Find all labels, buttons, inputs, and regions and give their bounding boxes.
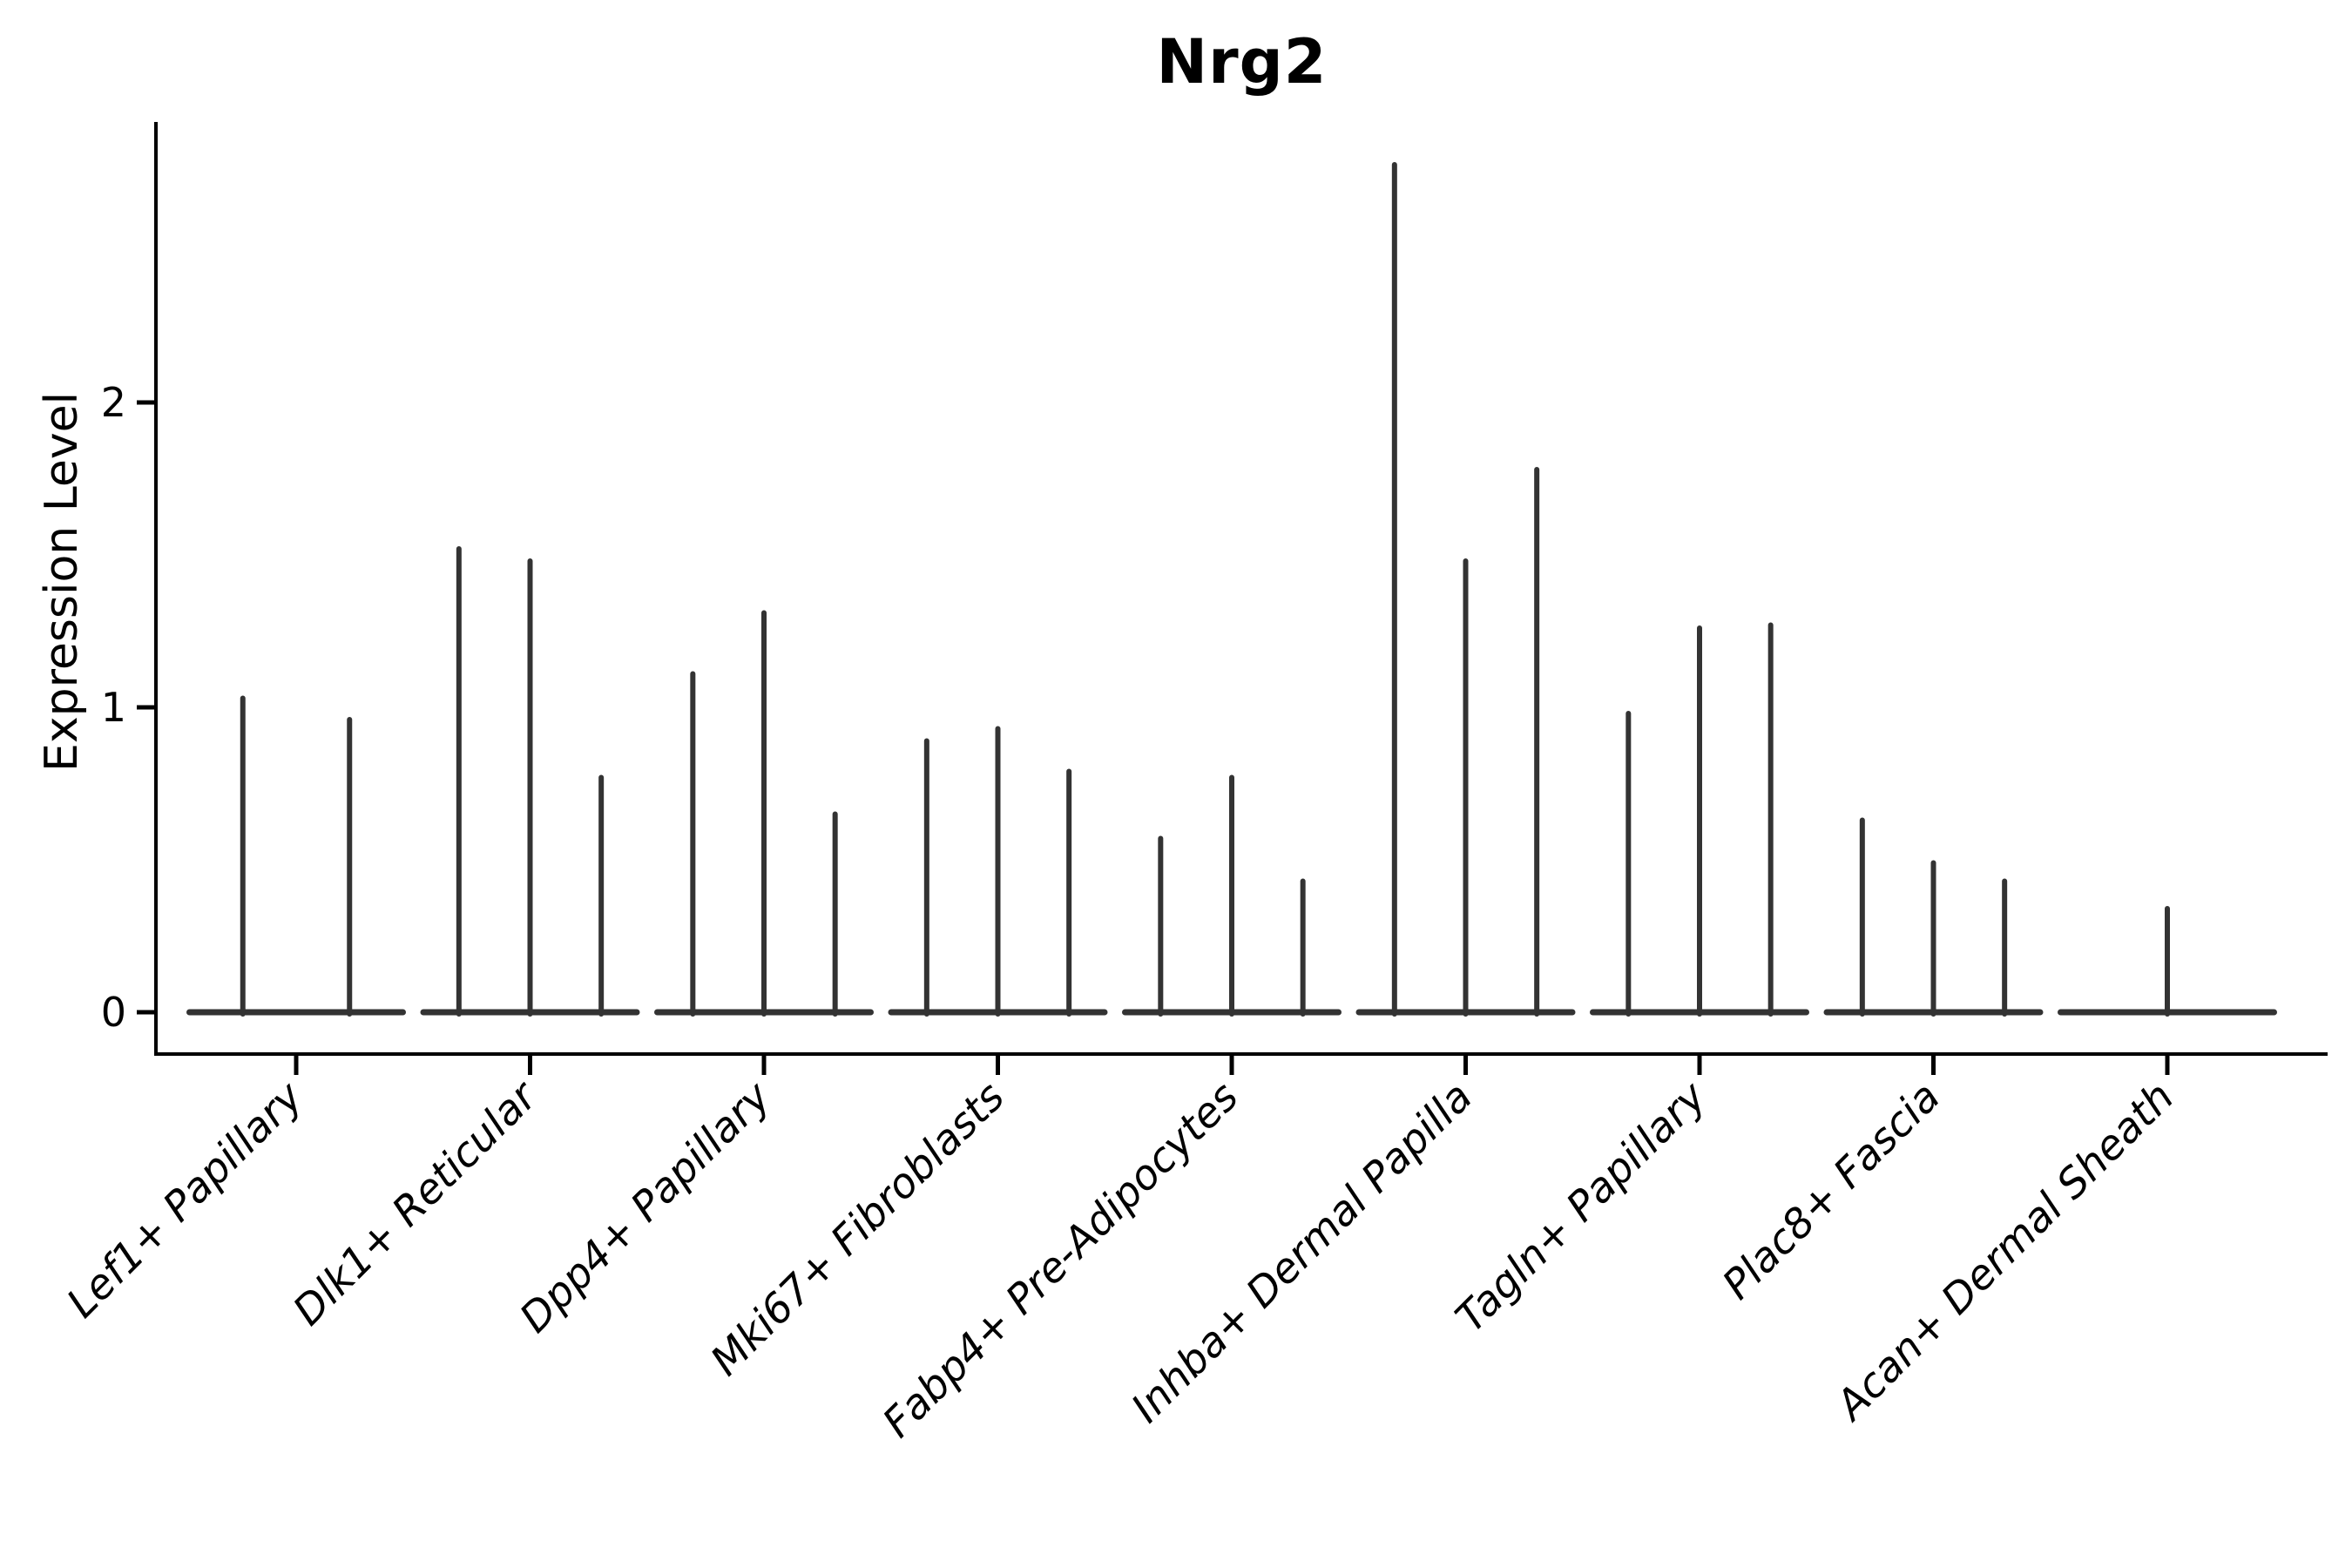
x-tick-label: Lef1+ Papillary bbox=[57, 1072, 313, 1328]
y-tick-label: 1 bbox=[101, 684, 126, 731]
x-tick-label: Tagln+ Papillary bbox=[1447, 1072, 1717, 1342]
chart-title: Nrg2 bbox=[1156, 26, 1328, 98]
y-tick-label: 2 bbox=[101, 379, 126, 426]
y-tick-label: 0 bbox=[101, 989, 126, 1036]
x-tick-label: Dlk1+ Reticular bbox=[284, 1071, 548, 1335]
x-tick-label: Plac8+ Fascia bbox=[1713, 1073, 1950, 1309]
x-tick-label: Dpp4+ Papillary bbox=[510, 1072, 781, 1342]
